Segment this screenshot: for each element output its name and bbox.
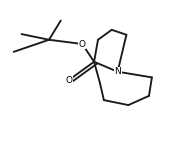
- Text: N: N: [114, 67, 121, 76]
- Text: O: O: [79, 39, 86, 49]
- Text: O: O: [65, 76, 72, 85]
